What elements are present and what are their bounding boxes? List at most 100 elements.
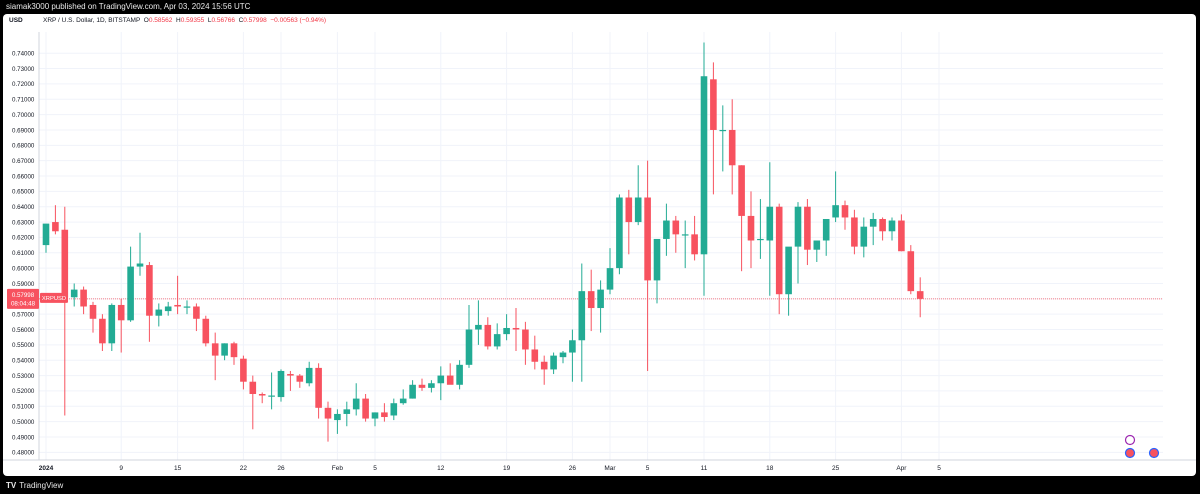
candle-body[interactable] xyxy=(653,238,661,281)
candle-body[interactable] xyxy=(202,318,210,344)
candle-body[interactable] xyxy=(362,398,369,419)
candle-body[interactable] xyxy=(522,329,529,350)
candle-body[interactable] xyxy=(61,229,69,298)
candle-body[interactable] xyxy=(437,375,445,384)
candle-body[interactable] xyxy=(343,409,351,414)
event-marker-icon[interactable] xyxy=(1124,434,1136,446)
candle-body[interactable] xyxy=(672,220,680,235)
candle-body[interactable] xyxy=(484,324,492,347)
candle-body[interactable] xyxy=(907,251,915,292)
candle-body[interactable] xyxy=(860,226,868,247)
candlestick-chart[interactable]: 0.48000 0.49000 0.50000 0.51000 0.52000 0.530… xyxy=(3,14,1196,476)
candle-body[interactable] xyxy=(851,217,858,247)
candle-body[interactable] xyxy=(531,349,539,362)
candle-body[interactable] xyxy=(512,327,520,330)
candle-body[interactable] xyxy=(418,384,426,388)
candle-body[interactable] xyxy=(663,220,670,239)
candle-body[interactable] xyxy=(80,289,87,307)
candle-body[interactable] xyxy=(719,129,727,132)
candle-body[interactable] xyxy=(757,238,764,241)
candle-body[interactable] xyxy=(794,206,802,247)
candle-body[interactable] xyxy=(108,304,116,344)
candle-body[interactable] xyxy=(399,398,407,404)
candle-body[interactable] xyxy=(89,304,97,319)
y-tick-label: 0.51000 xyxy=(12,404,35,411)
candle-body[interactable] xyxy=(268,395,275,397)
candle-body[interactable] xyxy=(305,367,313,384)
candle-body[interactable] xyxy=(813,240,821,250)
candle-body[interactable] xyxy=(888,220,896,232)
chart-frame[interactable]: 0.48000 0.49000 0.50000 0.51000 0.52000 0.530… xyxy=(3,14,1196,476)
candle-body[interactable] xyxy=(822,218,830,241)
candle-body[interactable] xyxy=(804,206,811,250)
candle-body[interactable] xyxy=(42,223,50,246)
candle-body[interactable] xyxy=(540,361,548,370)
candle-body[interactable] xyxy=(785,246,792,295)
candle-body[interactable] xyxy=(832,205,839,218)
candle-body[interactable] xyxy=(390,403,398,416)
candle-body[interactable] xyxy=(193,306,200,319)
candle-body[interactable] xyxy=(898,220,905,252)
candle-body[interactable] xyxy=(550,355,557,370)
candle-body[interactable] xyxy=(869,218,877,227)
candle-body[interactable] xyxy=(710,79,717,130)
candle-body[interactable] xyxy=(841,205,849,218)
candle-body[interactable] xyxy=(334,413,341,421)
candle-body[interactable] xyxy=(371,412,379,419)
candle-body[interactable] xyxy=(258,393,266,396)
candle-body[interactable] xyxy=(230,343,238,358)
candle-body[interactable] xyxy=(249,381,257,394)
candle-body[interactable] xyxy=(287,374,294,376)
candle-body[interactable] xyxy=(99,318,106,344)
candle-body[interactable] xyxy=(503,327,510,335)
candle-body[interactable] xyxy=(728,129,736,166)
candle-body[interactable] xyxy=(597,289,604,309)
candle-body[interactable] xyxy=(381,412,388,418)
candle-body[interactable] xyxy=(446,375,454,385)
candle-body[interactable] xyxy=(221,343,228,356)
candle-body[interactable] xyxy=(136,263,144,267)
candle-body[interactable] xyxy=(211,343,219,356)
candle-body[interactable] xyxy=(117,304,125,321)
candle-body[interactable] xyxy=(606,268,614,290)
candle-body[interactable] xyxy=(879,218,886,232)
candle-body[interactable] xyxy=(578,291,586,341)
candle-body[interactable] xyxy=(766,206,774,241)
us-flag-event-icon[interactable] xyxy=(1148,447,1160,459)
candle-body[interactable] xyxy=(569,340,576,353)
candle-body[interactable] xyxy=(277,370,285,398)
candle-body[interactable] xyxy=(775,206,783,295)
candle-body[interactable] xyxy=(352,398,360,410)
candle-body[interactable] xyxy=(616,197,623,269)
candle-body[interactable] xyxy=(70,289,78,298)
us-flag-event-icon[interactable] xyxy=(1124,447,1136,459)
candle-body[interactable] xyxy=(52,222,59,232)
candle-body[interactable] xyxy=(559,352,567,358)
candle-body[interactable] xyxy=(324,407,332,419)
candle-body[interactable] xyxy=(315,367,322,408)
candle-body[interactable] xyxy=(409,384,416,399)
candle-body[interactable] xyxy=(587,291,595,309)
candle-body[interactable] xyxy=(644,197,651,281)
candle-body[interactable] xyxy=(700,76,708,255)
candle-body[interactable] xyxy=(174,304,181,307)
candle-body[interactable] xyxy=(146,265,153,316)
candle-body[interactable] xyxy=(164,306,172,312)
candle-body[interactable] xyxy=(738,165,745,216)
candle-body[interactable] xyxy=(456,364,463,385)
candle-body[interactable] xyxy=(127,266,134,321)
candle-body[interactable] xyxy=(634,197,642,223)
candle-body[interactable] xyxy=(493,334,501,347)
candle-body[interactable] xyxy=(155,309,163,316)
candle-body[interactable] xyxy=(681,234,689,236)
candle-body[interactable] xyxy=(747,215,755,241)
candle-body[interactable] xyxy=(428,383,435,388)
candle-body[interactable] xyxy=(296,375,304,382)
candle-body[interactable] xyxy=(475,324,482,330)
candle-body[interactable] xyxy=(465,329,473,365)
candle-body[interactable] xyxy=(625,197,633,223)
candle-body[interactable] xyxy=(691,234,698,255)
candle-body[interactable] xyxy=(183,306,191,308)
candle-body[interactable] xyxy=(240,358,247,382)
candle-body[interactable] xyxy=(916,291,924,299)
